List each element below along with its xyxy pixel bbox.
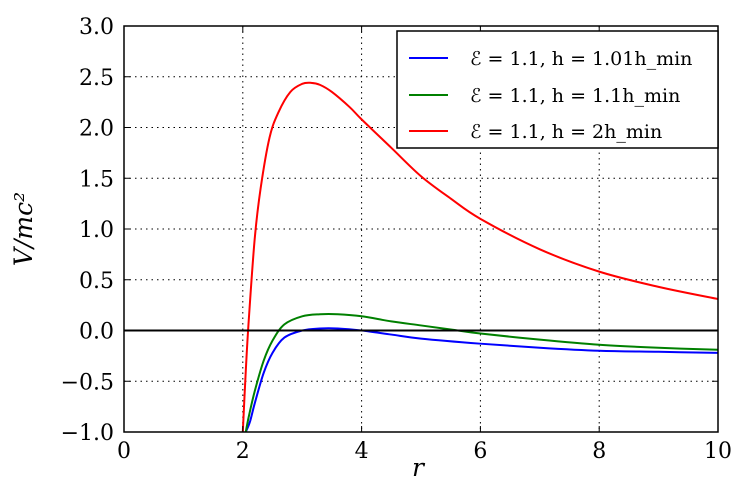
x-axis-title: r — [412, 453, 426, 482]
y-tick-label: 3.0 — [79, 15, 114, 40]
y-tick-label: 2.0 — [79, 117, 114, 142]
x-tick-label: 6 — [473, 439, 487, 464]
x-tick-label: 0 — [117, 439, 131, 464]
y-tick-label: 0.5 — [79, 269, 114, 294]
x-tick-label: 4 — [355, 439, 369, 464]
series-layer — [241, 81, 718, 432]
series-line-1 — [244, 313, 718, 432]
x-tick-label: 10 — [704, 439, 732, 464]
x-axis-label: r — [412, 453, 426, 482]
legend-label-2: ℰ = 1.1, h = 2h_min — [470, 121, 662, 143]
tick-layer: 0 2 4 6 8 10 −1.0 −0.5 0.0 0.5 1.0 1.5 2.0 2.5 3.0 — [61, 15, 732, 464]
y-tick-label: −0.5 — [61, 370, 114, 395]
series-line-2 — [241, 81, 718, 432]
y-axis-label: V/mc² — [9, 192, 38, 266]
y-tick-label: 2.5 — [79, 66, 114, 91]
legend: ℰ = 1.1, h = 1.01h_min ℰ = 1.1, h = 1.1h… — [396, 30, 719, 149]
y-tick-label: 0.0 — [79, 320, 114, 345]
y-axis-title: V/mc² — [9, 192, 38, 266]
legend-label-1: ℰ = 1.1, h = 1.1h_min — [470, 85, 680, 107]
y-tick-label: 1.5 — [79, 167, 114, 192]
legend-label-0: ℰ = 1.1, h = 1.01h_min — [470, 48, 692, 70]
series-line-0 — [244, 327, 718, 432]
y-tick-label: 1.0 — [79, 218, 114, 243]
legend-box — [396, 30, 719, 149]
x-tick-label: 2 — [236, 439, 250, 464]
x-tick-label: 8 — [592, 439, 606, 464]
y-tick-label: −1.0 — [61, 421, 114, 446]
